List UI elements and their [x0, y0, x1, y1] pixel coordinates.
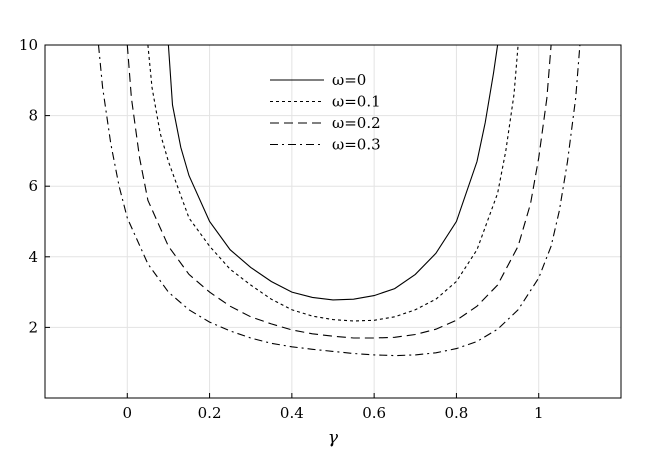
- x-tick-label: 0.6: [362, 404, 386, 422]
- y-tick-label: 4: [28, 248, 38, 266]
- legend-entry-0: ω=0: [332, 71, 366, 89]
- x-tick-label: 0.4: [280, 404, 304, 422]
- y-tick-label: 10: [19, 36, 38, 54]
- legend-entry-2: ω=0.2: [332, 114, 381, 132]
- series-line-2: [126, 44, 552, 339]
- legend-entry-3: ω=0.3: [332, 136, 381, 154]
- legend: ω=0 ω=0.1 ω=0.2 ω=0.3: [270, 71, 381, 154]
- series-layer: [97, 44, 581, 357]
- y-tick-label: 6: [28, 177, 38, 195]
- x-tick-label: 0: [123, 404, 133, 422]
- x-tick-label: 0.2: [198, 404, 222, 422]
- y-tick-label: 2: [28, 318, 38, 336]
- x-tick-label: 0.8: [444, 404, 468, 422]
- legend-entry-1: ω=0.1: [332, 93, 381, 111]
- plot-frame: [44, 44, 622, 399]
- x-tick-label: 1: [534, 404, 544, 422]
- y-tick-label: 8: [28, 107, 38, 125]
- series-line-1: [147, 44, 519, 322]
- series-line-3: [97, 44, 581, 357]
- series-line-0: [167, 44, 499, 301]
- ticks: 0 0.2 0.4 0.6 0.8 1 2 4 6 8 10: [19, 36, 544, 422]
- x-axis-label: γ: [328, 428, 339, 448]
